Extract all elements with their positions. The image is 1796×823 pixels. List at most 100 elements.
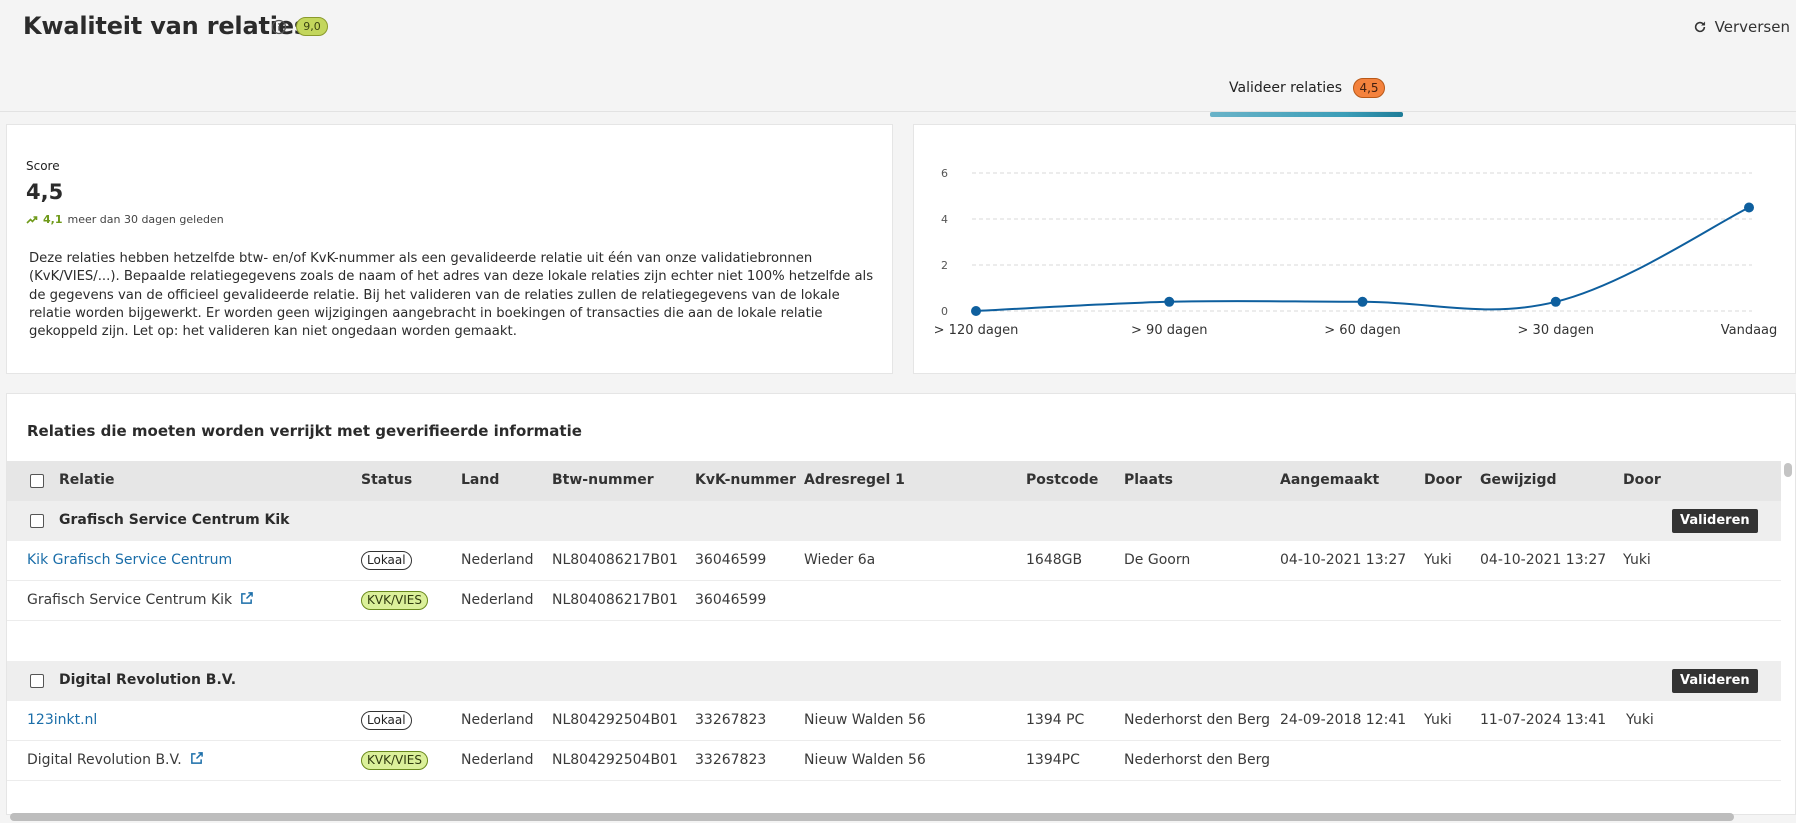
relation-name-text: Grafisch Service Centrum Kik <box>27 592 233 608</box>
score-trend: 4,1 meer dan 30 dagen geleden <box>26 213 224 226</box>
trend-up-icon <box>26 215 38 224</box>
table-title: Relaties die moeten worden verrijkt met … <box>27 422 582 440</box>
column-header-door-gewijzigd[interactable]: Door <box>1623 472 1661 488</box>
y-tick-label: 6 <box>941 167 948 180</box>
x-tick-label: > 120 dagen <box>934 323 1019 338</box>
external-link-icon[interactable] <box>240 592 253 605</box>
group-name: Grafisch Service Centrum Kik <box>59 512 290 528</box>
vertical-scrollbar[interactable] <box>1784 463 1792 477</box>
table-row: Kik Grafisch Service Centrum Lokaal Nede… <box>7 541 1781 581</box>
btw-cell: NL804086217B01 <box>552 592 678 608</box>
x-tick-label: Vandaag <box>1721 323 1778 338</box>
door-gewijzigd-cell: Yuki <box>1626 712 1654 728</box>
kvk-cell: 33267823 <box>695 752 767 768</box>
score-history-chart: 0 2 4 6 > 120 dagen > 90 dagen > 60 dagen > 30 … <box>913 124 1796 374</box>
column-header-door[interactable]: Door <box>1424 472 1462 488</box>
postcode-cell: 1394 PC <box>1026 712 1085 728</box>
gewijzigd-cell: 04-10-2021 13:27 <box>1480 552 1607 568</box>
table-row: 123inkt.nl Lokaal Nederland NL804292504B… <box>7 701 1781 741</box>
refresh-button[interactable]: Verversen <box>1693 18 1790 36</box>
y-tick-label: 4 <box>941 213 948 226</box>
line-chart: 0 2 4 6 > 120 dagen > 90 dagen > 60 dagen > 30 … <box>934 167 1778 338</box>
relation-name-text: Digital Revolution B.V. <box>27 752 182 768</box>
data-point <box>1164 296 1175 307</box>
group-header-row: Digital Revolution B.V. Valideren <box>7 661 1781 701</box>
column-header-kvk[interactable]: KvK-nummer <box>695 472 796 488</box>
y-tick-label: 0 <box>941 305 948 318</box>
postcode-cell: 1394PC <box>1026 752 1080 768</box>
column-header-aangemaakt[interactable]: Aangemaakt <box>1280 472 1380 488</box>
score-card: Score 4,5 4,1 meer dan 30 dagen geleden … <box>6 124 893 374</box>
data-point <box>1550 296 1561 307</box>
column-header-gewijzigd[interactable]: Gewijzigd <box>1480 472 1557 488</box>
column-header-postcode[interactable]: Postcode <box>1026 472 1099 488</box>
select-all-checkbox[interactable] <box>30 474 44 488</box>
series-line <box>975 206 1750 312</box>
plaats-cell: De Goorn <box>1124 552 1191 568</box>
door-cell: Yuki <box>1424 552 1452 568</box>
info-icon[interactable] <box>271 19 287 35</box>
page-header: Kwaliteit van relaties 9,0 Verversen Val… <box>0 0 1796 117</box>
plaats-cell: Nederhorst den Berg <box>1124 712 1270 728</box>
relation-name: Digital Revolution B.V. <box>27 752 203 768</box>
column-header-status[interactable]: Status <box>361 472 413 488</box>
relation-name: Grafisch Service Centrum Kik <box>27 592 253 608</box>
btw-cell: NL804292504B01 <box>552 752 678 768</box>
data-point <box>1357 296 1368 307</box>
validate-button[interactable]: Valideren <box>1672 509 1758 533</box>
score-value: 4,5 <box>26 180 64 204</box>
kvk-cell: 33267823 <box>695 712 767 728</box>
door-gewijzigd-cell: Yuki <box>1623 552 1651 568</box>
adres-cell: Nieuw Walden 56 <box>804 712 926 728</box>
score-label: Score <box>26 159 60 173</box>
relation-link[interactable]: Kik Grafisch Service Centrum <box>27 552 233 568</box>
door-cell: Yuki <box>1424 712 1452 728</box>
trend-value: 4,1 <box>43 213 63 226</box>
column-header-plaats[interactable]: Plaats <box>1124 472 1173 488</box>
column-header-adres[interactable]: Adresregel 1 <box>804 472 905 488</box>
land-cell: Nederland <box>461 552 534 568</box>
table-header: Relatie Status Land Btw-nummer KvK-numme… <box>7 461 1781 501</box>
group-checkbox[interactable] <box>30 674 44 688</box>
relation-link[interactable]: 123inkt.nl <box>27 712 98 728</box>
tab-active-indicator <box>1210 112 1403 117</box>
refresh-icon <box>1694 21 1705 33</box>
btw-cell: NL804292504B01 <box>552 712 678 728</box>
group-name: Digital Revolution B.V. <box>59 672 237 688</box>
kvk-cell: 36046599 <box>695 552 767 568</box>
column-header-relatie[interactable]: Relatie <box>59 472 115 488</box>
adres-cell: Nieuw Walden 56 <box>804 752 926 768</box>
validate-button[interactable]: Valideren <box>1672 669 1758 693</box>
column-header-land[interactable]: Land <box>461 472 500 488</box>
column-header-btw[interactable]: Btw-nummer <box>552 472 654 488</box>
x-tick-label: > 90 dagen <box>1131 323 1207 338</box>
status-badge: KVK/VIES <box>361 591 428 610</box>
x-tick-label: > 60 dagen <box>1324 323 1400 338</box>
group-header-row: Grafisch Service Centrum Kik Valideren <box>7 501 1781 541</box>
tab-valideer-relaties[interactable]: Valideer relaties 4,5 <box>1210 74 1403 118</box>
group-spacer <box>7 621 1781 661</box>
score-description: Deze relaties hebben hetzelfde btw- en/o… <box>29 251 874 340</box>
group-checkbox[interactable] <box>30 514 44 528</box>
status-badge: Lokaal <box>361 551 412 570</box>
status-badge: KVK/VIES <box>361 751 428 770</box>
tab-score-badge: 4,5 <box>1353 78 1385 98</box>
external-link-icon[interactable] <box>190 752 203 765</box>
plaats-cell: Nederhorst den Berg <box>1124 752 1270 768</box>
relations-table-card: Relaties die moeten worden verrijkt met … <box>6 393 1796 815</box>
adres-cell: Wieder 6a <box>804 552 876 568</box>
page-title: Kwaliteit van relaties <box>23 12 308 40</box>
horizontal-scrollbar[interactable] <box>10 813 1734 821</box>
btw-cell: NL804086217B01 <box>552 552 678 568</box>
overall-score-badge: 9,0 <box>296 17 328 36</box>
y-tick-label: 2 <box>941 259 948 272</box>
data-point <box>971 306 981 316</box>
gewijzigd-cell: 11-07-2024 13:41 <box>1480 712 1607 728</box>
land-cell: Nederland <box>461 592 534 608</box>
kvk-cell: 36046599 <box>695 592 767 608</box>
x-tick-label: > 30 dagen <box>1518 323 1594 338</box>
postcode-cell: 1648GB <box>1026 552 1083 568</box>
data-point <box>1744 202 1754 213</box>
refresh-label: Verversen <box>1714 18 1790 36</box>
status-badge: Lokaal <box>361 711 412 730</box>
